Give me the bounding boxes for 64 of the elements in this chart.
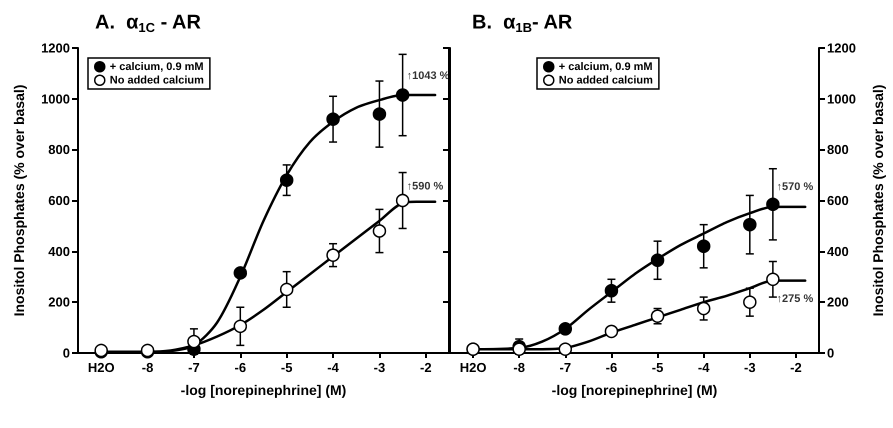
x-axis-title: -log [norepinephrine] (M): [180, 382, 346, 398]
y2-tick-label: 800: [827, 142, 849, 158]
point: [234, 266, 248, 280]
x-tick-label: -4: [327, 360, 340, 375]
y-tick-label: 200: [48, 294, 70, 310]
x-tick-label: H2O: [88, 360, 115, 375]
point: [604, 284, 618, 298]
legend-label: + calcium, 0.9 mM: [558, 60, 653, 73]
y2-tick-label: 1200: [827, 40, 856, 56]
point: [372, 224, 386, 238]
y2-tick-label: 400: [827, 244, 849, 259]
x-tick-label: -7: [560, 360, 572, 375]
y-tick-label: 800: [48, 142, 70, 158]
x-axis-title: -log [norepinephrine] (M): [552, 382, 718, 398]
point: [743, 218, 757, 232]
point: [326, 248, 340, 262]
x-tick-label: -2: [790, 360, 802, 375]
point: [604, 324, 618, 338]
y2-tick-label: 1000: [827, 91, 856, 106]
x-tick-label: -5: [652, 360, 664, 375]
x-tick-label: -3: [744, 360, 756, 375]
point: [396, 88, 410, 102]
point: [280, 282, 294, 296]
point: [396, 194, 410, 208]
point: [696, 240, 710, 253]
x-tick-label: -6: [234, 360, 246, 375]
y-tick-label: 1000: [41, 91, 70, 106]
point: [696, 302, 710, 316]
y2-tick-label: 600: [827, 193, 849, 208]
point: [187, 334, 201, 348]
x-tick-label: H2O: [460, 360, 486, 375]
point: [558, 322, 572, 336]
x-tick-label: -3: [374, 360, 386, 375]
x-tick-label: -7: [188, 360, 200, 375]
point: [558, 342, 572, 356]
annotation: ↑275 %: [776, 292, 814, 305]
point: [766, 198, 780, 212]
x-tick-label: -8: [513, 360, 525, 375]
annotation: ↑590 %: [406, 180, 444, 193]
point: [766, 272, 780, 286]
point: [280, 173, 294, 187]
point: [743, 295, 757, 309]
y2-axis-title: Inositol Phosphates (% over basal): [870, 84, 886, 316]
x-tick-label: -8: [142, 360, 154, 375]
point: [650, 253, 664, 267]
x-tick-label: -4: [698, 360, 710, 375]
legend-label: No added calcium: [558, 74, 654, 86]
point: [326, 112, 340, 126]
x-tick-label: -6: [606, 360, 618, 375]
y-tick-label: 600: [48, 193, 70, 208]
point: [512, 342, 526, 356]
x-tick-label: -5: [280, 360, 292, 375]
point: [234, 320, 248, 334]
legend-label: No added calcium: [110, 74, 204, 86]
y2-tick-label: 0: [827, 346, 834, 360]
point: [372, 107, 386, 121]
y-axis-title: Inositol Phosphates (% over basal): [11, 84, 27, 316]
y2-tick-label: 200: [827, 294, 849, 310]
annotation: ↑570 %: [776, 180, 814, 193]
legend-label: + calcium, 0.9 mM: [110, 60, 204, 73]
x-tick-label: -2: [420, 360, 432, 375]
y-tick-label: 1200: [41, 40, 70, 56]
y-tick-label: 0: [62, 346, 70, 360]
y-tick-label: 400: [48, 244, 70, 259]
